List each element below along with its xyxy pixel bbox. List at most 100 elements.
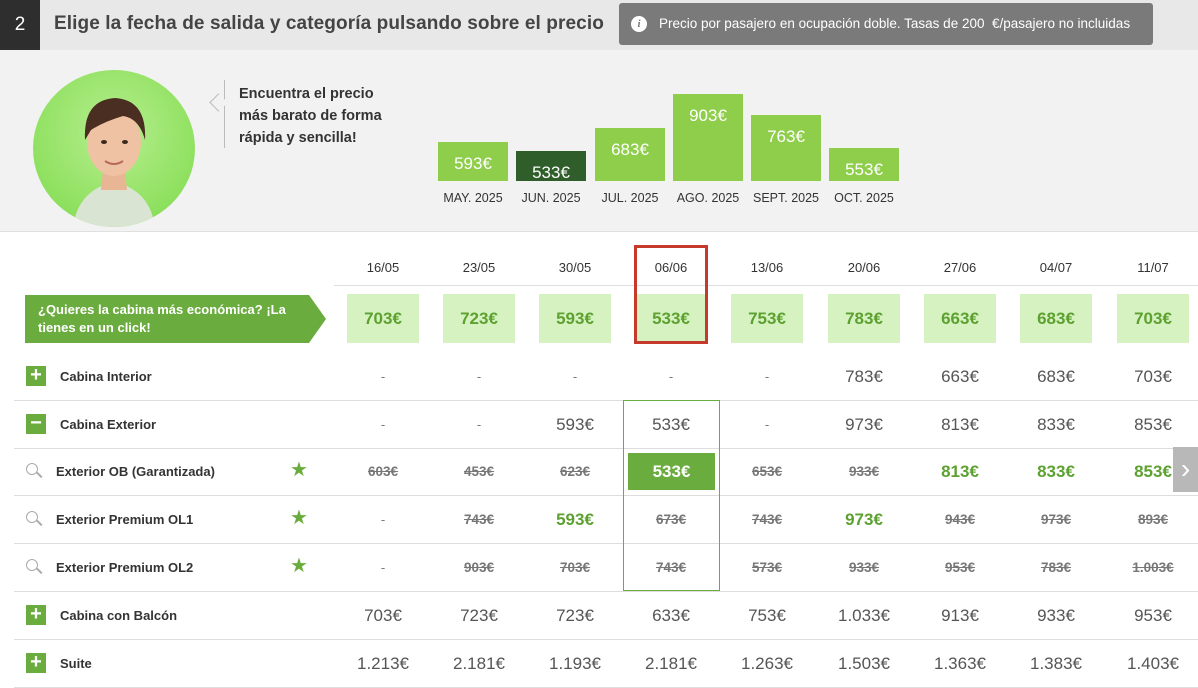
cheapest-price[interactable]: 593€ bbox=[539, 294, 611, 343]
month-price: 763€ bbox=[767, 127, 805, 147]
selected-price-button[interactable]: 533€ bbox=[628, 453, 715, 490]
promo-text: Encuentra el precio más barato de forma … bbox=[239, 86, 382, 146]
next-dates-button[interactable]: › bbox=[1173, 447, 1198, 492]
price-cell[interactable]: 673€ bbox=[655, 512, 687, 527]
date-column-header[interactable]: 20/06 bbox=[847, 260, 881, 275]
price-cell[interactable]: 593€ bbox=[556, 415, 594, 434]
price-cell[interactable]: 953€ bbox=[1134, 606, 1172, 625]
cheapest-price[interactable]: 663€ bbox=[924, 294, 996, 343]
star-icon: ★ bbox=[290, 555, 308, 577]
price-cell[interactable]: 783€ bbox=[845, 367, 883, 386]
price-cell[interactable]: 973€ bbox=[845, 415, 883, 434]
price-cell[interactable]: 653€ bbox=[751, 464, 783, 479]
cabin-category-label[interactable]: Cabina con Balcón bbox=[60, 608, 178, 623]
price-cell[interactable]: 663€ bbox=[941, 367, 979, 386]
price-cell[interactable]: 933€ bbox=[1037, 606, 1075, 625]
month-bar[interactable]: 533€ bbox=[516, 150, 586, 182]
date-column-header[interactable]: 04/07 bbox=[1039, 260, 1073, 275]
month-bar[interactable]: 593€ bbox=[438, 141, 508, 181]
plus-icon[interactable]: + bbox=[26, 365, 46, 386]
date-column-header[interactable]: 13/06 bbox=[750, 260, 784, 275]
cabin-category-row: + Cabina Interior - - - - - 783€ 663€ 683€ 703€ bbox=[14, 353, 1198, 401]
month-bar[interactable]: 683€ bbox=[595, 127, 665, 181]
price-cell[interactable]: 2.181€ bbox=[645, 654, 697, 673]
price-cell[interactable]: 1.213€ bbox=[357, 654, 409, 673]
search-icon[interactable] bbox=[26, 511, 38, 523]
date-column-header[interactable]: 27/06 bbox=[943, 260, 977, 275]
price-cell[interactable]: 833€ bbox=[1037, 415, 1075, 434]
price-cell[interactable]: 743€ bbox=[655, 560, 687, 575]
cheapest-price[interactable]: 533€ bbox=[635, 294, 707, 343]
cheapest-price[interactable]: 703€ bbox=[347, 294, 419, 343]
month-bar[interactable]: 763€ bbox=[751, 115, 821, 181]
price-cell[interactable]: 973€ bbox=[845, 510, 883, 529]
cabin-subcategory-label: Exterior Premium OL2 bbox=[56, 560, 194, 575]
month-price: 553€ bbox=[845, 159, 883, 179]
price-cell[interactable]: 1.003€ bbox=[1132, 560, 1174, 575]
price-cell[interactable]: 603€ bbox=[367, 464, 399, 479]
price-cell[interactable]: 813€ bbox=[941, 415, 979, 434]
date-column-header[interactable]: 30/05 bbox=[558, 260, 592, 275]
price-cell[interactable]: 2.181€ bbox=[453, 654, 505, 673]
price-cell[interactable]: 1.193€ bbox=[549, 654, 601, 673]
price-cell[interactable]: 1.383€ bbox=[1030, 654, 1082, 673]
price-cell[interactable]: 703€ bbox=[364, 606, 402, 625]
plus-icon[interactable]: + bbox=[26, 652, 46, 673]
search-icon[interactable] bbox=[26, 463, 38, 475]
price-cell[interactable]: 833€ bbox=[1037, 462, 1075, 481]
cheapest-price[interactable]: 683€ bbox=[1020, 294, 1092, 343]
cabin-category-label[interactable]: Suite bbox=[60, 656, 92, 671]
plus-icon[interactable]: + bbox=[26, 604, 46, 625]
price-cell[interactable]: 903€ bbox=[463, 560, 495, 575]
price-cell[interactable]: 573€ bbox=[751, 560, 783, 575]
price-cell[interactable]: 1.033€ bbox=[838, 606, 890, 625]
price-cell[interactable]: 753€ bbox=[748, 606, 786, 625]
price-cell[interactable]: 723€ bbox=[556, 606, 594, 625]
price-cell[interactable]: 723€ bbox=[460, 606, 498, 625]
price-cell[interactable]: 813€ bbox=[941, 462, 979, 481]
price-cell[interactable]: 593€ bbox=[556, 510, 594, 529]
price-cell: - bbox=[476, 417, 482, 432]
date-column-header[interactable]: 11/07 bbox=[1137, 260, 1169, 275]
month-bar[interactable]: 553€ bbox=[829, 147, 899, 181]
date-column-header[interactable]: 06/06 bbox=[654, 260, 688, 275]
price-cell[interactable]: 953€ bbox=[944, 560, 976, 575]
cheapest-price[interactable]: 703€ bbox=[1117, 294, 1189, 343]
price-cell[interactable]: 1.503€ bbox=[838, 654, 890, 673]
price-cell[interactable]: 743€ bbox=[463, 512, 495, 527]
price-cell[interactable]: 1.403€ bbox=[1127, 654, 1179, 673]
price-cell[interactable]: 913€ bbox=[941, 606, 979, 625]
price-cell[interactable]: 533€ bbox=[652, 415, 690, 434]
price-cell[interactable]: 933€ bbox=[848, 464, 880, 479]
cheapest-price[interactable]: 753€ bbox=[731, 294, 803, 343]
price-cell: - bbox=[668, 369, 674, 384]
month-bar[interactable]: 903€ bbox=[673, 93, 743, 181]
price-cell[interactable]: 683€ bbox=[1037, 367, 1075, 386]
price-cell[interactable]: 453€ bbox=[463, 464, 495, 479]
cheapest-price[interactable]: 783€ bbox=[828, 294, 900, 343]
price-cell[interactable]: 933€ bbox=[848, 560, 880, 575]
date-column-header[interactable]: 16/05 bbox=[366, 260, 400, 275]
cabin-category-label[interactable]: Cabina Interior bbox=[60, 369, 152, 384]
minus-icon[interactable]: − bbox=[26, 413, 46, 434]
info-banner: i Precio por pasajero en ocupación doble… bbox=[619, 3, 1153, 45]
date-column-header[interactable]: 23/05 bbox=[462, 260, 496, 275]
price-cell[interactable]: 743€ bbox=[751, 512, 783, 527]
price-cell[interactable]: 703€ bbox=[1134, 367, 1172, 386]
info-text: Precio por pasajero en ocupación doble. … bbox=[659, 16, 1131, 31]
price-cell[interactable]: 623€ bbox=[559, 464, 591, 479]
step-number: 2 bbox=[0, 0, 40, 50]
cabin-category-label[interactable]: Cabina Exterior bbox=[60, 417, 157, 432]
price-cell[interactable]: 1.263€ bbox=[741, 654, 793, 673]
cheapest-price[interactable]: 723€ bbox=[443, 294, 515, 343]
price-cell[interactable]: 703€ bbox=[559, 560, 591, 575]
price-cell[interactable]: 783€ bbox=[1040, 560, 1072, 575]
price-cell[interactable]: 943€ bbox=[944, 512, 976, 527]
price-cell[interactable]: 1.363€ bbox=[934, 654, 986, 673]
price-cell[interactable]: 973€ bbox=[1040, 512, 1072, 527]
price-cell[interactable]: 853€ bbox=[1134, 415, 1172, 434]
price-cell[interactable]: 893€ bbox=[1137, 512, 1169, 527]
price-cell[interactable]: 633€ bbox=[652, 606, 690, 625]
search-icon[interactable] bbox=[26, 559, 38, 571]
price-cell[interactable]: 853€ bbox=[1134, 462, 1172, 481]
